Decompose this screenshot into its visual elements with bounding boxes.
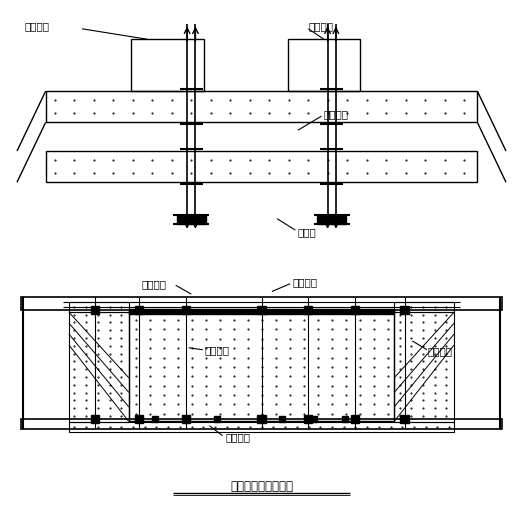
Bar <box>69 312 129 422</box>
Bar <box>257 305 266 314</box>
Bar <box>311 416 316 422</box>
Bar <box>214 416 220 422</box>
Bar <box>401 415 408 423</box>
Bar <box>135 305 143 314</box>
Bar <box>21 419 502 430</box>
Bar <box>129 309 394 314</box>
Text: 配重水箱: 配重水箱 <box>309 21 333 31</box>
Bar <box>182 415 190 423</box>
Text: 内模系统: 内模系统 <box>204 345 229 355</box>
Text: 承重梁: 承重梁 <box>298 227 316 237</box>
Bar <box>394 312 454 422</box>
Bar <box>69 302 129 312</box>
Bar <box>183 416 189 422</box>
Bar <box>91 415 99 423</box>
Bar <box>131 39 204 91</box>
Text: 底模系统: 底模系统 <box>225 432 250 442</box>
Bar <box>129 310 394 421</box>
Bar <box>21 297 502 310</box>
Text: 中跨合拢吊架示意图: 中跨合拢吊架示意图 <box>230 480 293 493</box>
Bar <box>182 305 190 314</box>
Bar <box>288 39 360 91</box>
Bar <box>91 305 99 314</box>
Bar <box>69 422 454 432</box>
Text: 外模系统: 外模系统 <box>428 346 453 356</box>
Bar <box>135 415 143 423</box>
Text: 劲性骨架: 劲性骨架 <box>324 109 349 119</box>
Bar <box>394 302 454 312</box>
Text: 悬吊系统: 悬吊系统 <box>142 279 167 289</box>
Bar <box>46 151 477 182</box>
Text: 配重水箱: 配重水箱 <box>25 21 50 31</box>
Bar <box>342 416 348 422</box>
Bar <box>46 91 477 123</box>
Bar <box>317 215 346 224</box>
Text: 承重横梁: 承重横梁 <box>293 277 317 287</box>
Bar <box>351 305 359 314</box>
Bar <box>152 416 158 422</box>
Bar <box>304 415 312 423</box>
Bar <box>279 416 286 422</box>
Bar <box>401 305 408 314</box>
Bar <box>257 415 266 423</box>
Bar <box>351 415 359 423</box>
Bar <box>177 215 206 224</box>
Bar <box>304 305 312 314</box>
